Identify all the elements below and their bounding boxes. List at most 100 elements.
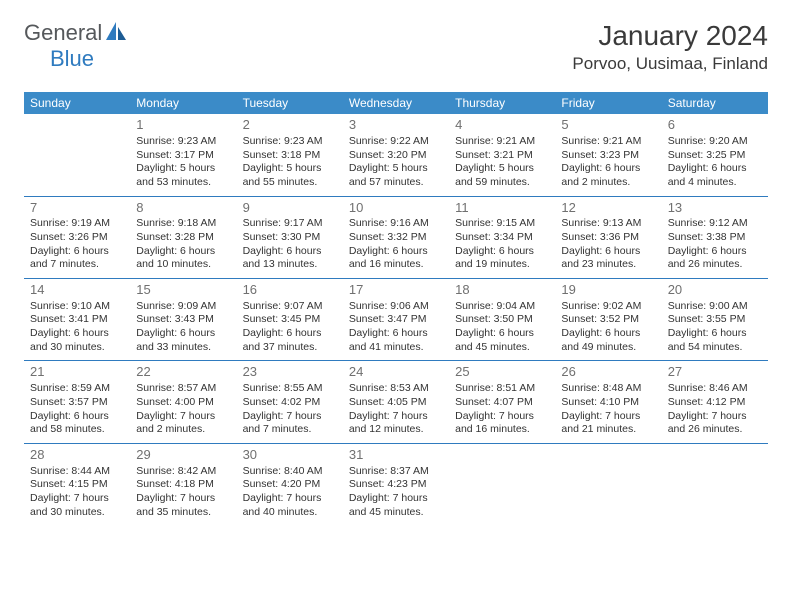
calendar-cell: 9Sunrise: 9:17 AMSunset: 3:30 PMDaylight… (237, 196, 343, 278)
sunrise-text: Sunrise: 8:37 AM (349, 465, 443, 479)
sunrise-text: Sunrise: 9:09 AM (136, 300, 230, 314)
col-header: Tuesday (237, 92, 343, 114)
calendar-cell: 17Sunrise: 9:06 AMSunset: 3:47 PMDayligh… (343, 278, 449, 360)
sunset-text: Sunset: 3:23 PM (561, 149, 655, 163)
calendar-row: 1Sunrise: 9:23 AMSunset: 3:17 PMDaylight… (24, 114, 768, 196)
day-number: 16 (243, 282, 337, 299)
sunrise-text: Sunrise: 9:12 AM (668, 217, 762, 231)
sunset-text: Sunset: 3:55 PM (668, 313, 762, 327)
calendar-cell: 3Sunrise: 9:22 AMSunset: 3:20 PMDaylight… (343, 114, 449, 196)
logo-text-1: General (24, 20, 102, 46)
sunrise-text: Sunrise: 9:21 AM (561, 135, 655, 149)
day-number: 11 (455, 200, 549, 217)
daylight-text: Daylight: 6 hours and 26 minutes. (668, 245, 762, 272)
calendar-cell: 18Sunrise: 9:04 AMSunset: 3:50 PMDayligh… (449, 278, 555, 360)
daylight-text: Daylight: 5 hours and 59 minutes. (455, 162, 549, 189)
sunset-text: Sunset: 3:57 PM (30, 396, 124, 410)
col-header: Sunday (24, 92, 130, 114)
sunrise-text: Sunrise: 8:51 AM (455, 382, 549, 396)
col-header: Wednesday (343, 92, 449, 114)
sunrise-text: Sunrise: 8:40 AM (243, 465, 337, 479)
sunrise-text: Sunrise: 9:18 AM (136, 217, 230, 231)
day-number: 30 (243, 447, 337, 464)
calendar-cell: 22Sunrise: 8:57 AMSunset: 4:00 PMDayligh… (130, 361, 236, 443)
day-number: 29 (136, 447, 230, 464)
sunrise-text: Sunrise: 8:48 AM (561, 382, 655, 396)
sunrise-text: Sunrise: 8:44 AM (30, 465, 124, 479)
calendar-cell: 19Sunrise: 9:02 AMSunset: 3:52 PMDayligh… (555, 278, 661, 360)
day-number: 20 (668, 282, 762, 299)
calendar-cell: 15Sunrise: 9:09 AMSunset: 3:43 PMDayligh… (130, 278, 236, 360)
calendar-cell (555, 443, 661, 525)
sunset-text: Sunset: 3:36 PM (561, 231, 655, 245)
sunrise-text: Sunrise: 8:53 AM (349, 382, 443, 396)
sunrise-text: Sunrise: 9:22 AM (349, 135, 443, 149)
sunset-text: Sunset: 4:23 PM (349, 478, 443, 492)
calendar-table: Sunday Monday Tuesday Wednesday Thursday… (24, 92, 768, 525)
calendar-cell (449, 443, 555, 525)
daylight-text: Daylight: 6 hours and 2 minutes. (561, 162, 655, 189)
month-title: January 2024 (572, 20, 768, 52)
calendar-cell: 7Sunrise: 9:19 AMSunset: 3:26 PMDaylight… (24, 196, 130, 278)
sunset-text: Sunset: 3:34 PM (455, 231, 549, 245)
sunset-text: Sunset: 4:05 PM (349, 396, 443, 410)
daylight-text: Daylight: 6 hours and 45 minutes. (455, 327, 549, 354)
sunrise-text: Sunrise: 9:02 AM (561, 300, 655, 314)
daylight-text: Daylight: 6 hours and 33 minutes. (136, 327, 230, 354)
sunrise-text: Sunrise: 9:16 AM (349, 217, 443, 231)
sunset-text: Sunset: 4:00 PM (136, 396, 230, 410)
col-header: Monday (130, 92, 236, 114)
sunset-text: Sunset: 3:26 PM (30, 231, 124, 245)
sunset-text: Sunset: 4:07 PM (455, 396, 549, 410)
calendar-cell: 25Sunrise: 8:51 AMSunset: 4:07 PMDayligh… (449, 361, 555, 443)
sunrise-text: Sunrise: 9:10 AM (30, 300, 124, 314)
day-number: 6 (668, 117, 762, 134)
day-number: 1 (136, 117, 230, 134)
sunset-text: Sunset: 4:12 PM (668, 396, 762, 410)
logo: General (24, 20, 129, 46)
calendar-cell: 11Sunrise: 9:15 AMSunset: 3:34 PMDayligh… (449, 196, 555, 278)
sunset-text: Sunset: 3:45 PM (243, 313, 337, 327)
day-number: 27 (668, 364, 762, 381)
day-number: 7 (30, 200, 124, 217)
daylight-text: Daylight: 6 hours and 30 minutes. (30, 327, 124, 354)
location: Porvoo, Uusimaa, Finland (572, 54, 768, 74)
daylight-text: Daylight: 5 hours and 55 minutes. (243, 162, 337, 189)
daylight-text: Daylight: 5 hours and 53 minutes. (136, 162, 230, 189)
calendar-cell: 8Sunrise: 9:18 AMSunset: 3:28 PMDaylight… (130, 196, 236, 278)
sunset-text: Sunset: 4:20 PM (243, 478, 337, 492)
daylight-text: Daylight: 7 hours and 12 minutes. (349, 410, 443, 437)
day-number: 3 (349, 117, 443, 134)
col-header: Saturday (662, 92, 768, 114)
sunset-text: Sunset: 3:28 PM (136, 231, 230, 245)
calendar-cell: 30Sunrise: 8:40 AMSunset: 4:20 PMDayligh… (237, 443, 343, 525)
sunrise-text: Sunrise: 9:13 AM (561, 217, 655, 231)
calendar-row: 14Sunrise: 9:10 AMSunset: 3:41 PMDayligh… (24, 278, 768, 360)
day-number: 24 (349, 364, 443, 381)
day-number: 13 (668, 200, 762, 217)
daylight-text: Daylight: 7 hours and 30 minutes. (30, 492, 124, 519)
calendar-cell: 31Sunrise: 8:37 AMSunset: 4:23 PMDayligh… (343, 443, 449, 525)
calendar-cell: 2Sunrise: 9:23 AMSunset: 3:18 PMDaylight… (237, 114, 343, 196)
sunset-text: Sunset: 3:32 PM (349, 231, 443, 245)
calendar-cell: 28Sunrise: 8:44 AMSunset: 4:15 PMDayligh… (24, 443, 130, 525)
sunrise-text: Sunrise: 9:17 AM (243, 217, 337, 231)
calendar-cell (662, 443, 768, 525)
sunset-text: Sunset: 3:30 PM (243, 231, 337, 245)
sunrise-text: Sunrise: 9:00 AM (668, 300, 762, 314)
daylight-text: Daylight: 6 hours and 58 minutes. (30, 410, 124, 437)
day-number: 28 (30, 447, 124, 464)
sunset-text: Sunset: 3:47 PM (349, 313, 443, 327)
daylight-text: Daylight: 7 hours and 40 minutes. (243, 492, 337, 519)
sunrise-text: Sunrise: 8:42 AM (136, 465, 230, 479)
sunrise-text: Sunrise: 8:57 AM (136, 382, 230, 396)
calendar-row: 28Sunrise: 8:44 AMSunset: 4:15 PMDayligh… (24, 443, 768, 525)
calendar-cell (24, 114, 130, 196)
day-number: 26 (561, 364, 655, 381)
sunset-text: Sunset: 3:38 PM (668, 231, 762, 245)
calendar-cell: 29Sunrise: 8:42 AMSunset: 4:18 PMDayligh… (130, 443, 236, 525)
daylight-text: Daylight: 6 hours and 10 minutes. (136, 245, 230, 272)
day-number: 14 (30, 282, 124, 299)
daylight-text: Daylight: 6 hours and 13 minutes. (243, 245, 337, 272)
daylight-text: Daylight: 7 hours and 35 minutes. (136, 492, 230, 519)
